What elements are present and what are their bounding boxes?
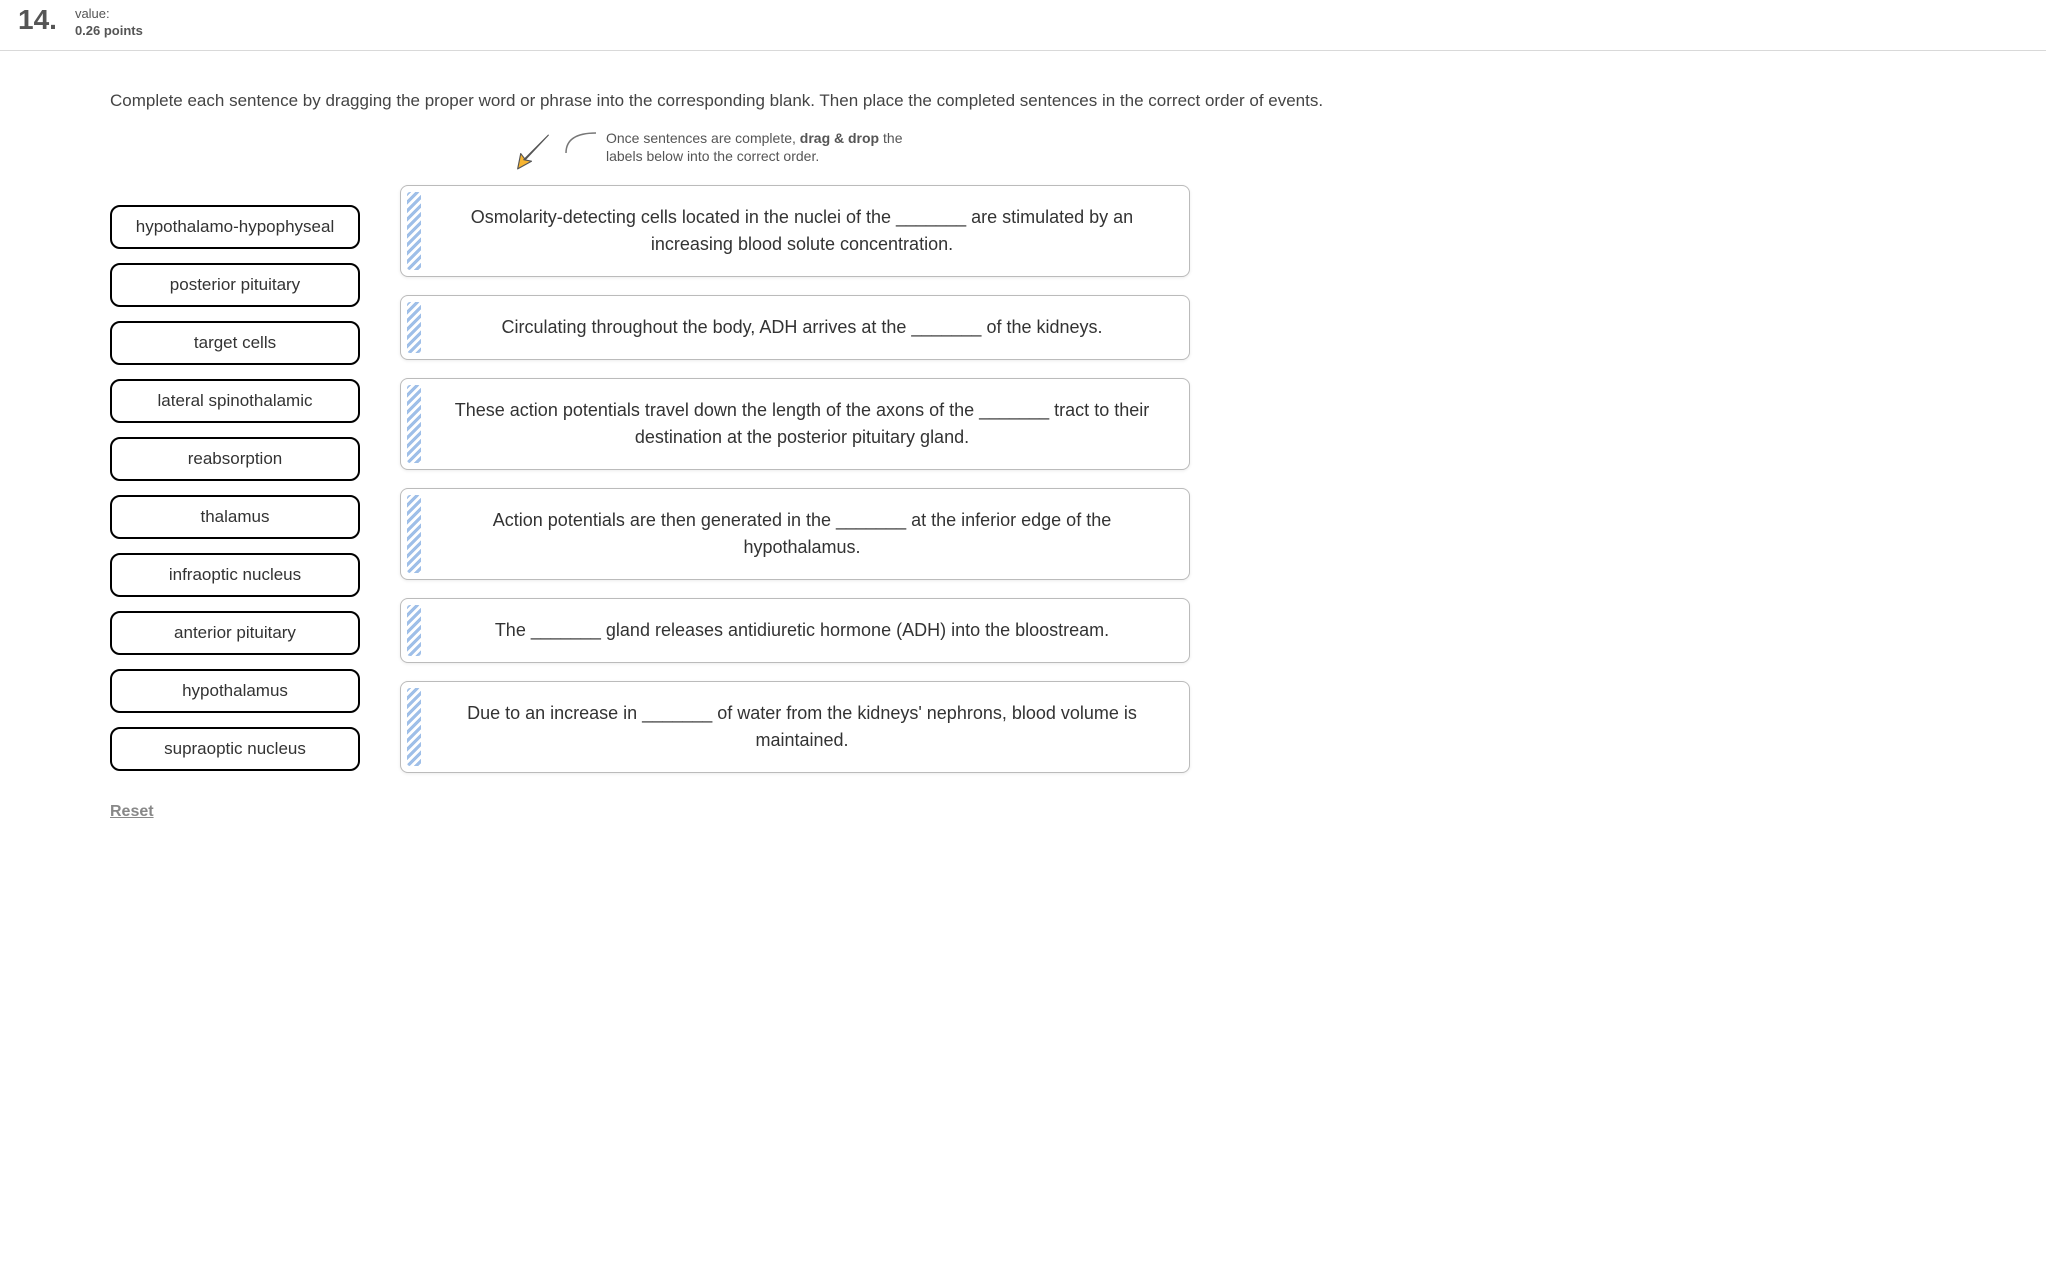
label-chip[interactable]: target cells [110,321,360,365]
sentence-text: Due to an increase in _______ of water f… [467,703,1137,750]
sentence-text: Action potentials are then generated in … [493,510,1111,557]
drag-handle-icon[interactable] [407,688,421,766]
sentence-card[interactable]: Osmolarity-detecting cells located in th… [400,185,1190,277]
label-chip[interactable]: posterior pituitary [110,263,360,307]
label-chip[interactable]: lateral spinothalamic [110,379,360,423]
label-chip[interactable]: thalamus [110,495,360,539]
reset-button[interactable]: Reset [110,803,360,821]
question-content: Complete each sentence by dragging the p… [0,51,1600,841]
value-block: value: 0.26 points [75,6,143,40]
labels-column: hypothalamo-hypophyseal posterior pituit… [110,185,360,821]
sentence-card[interactable]: Action potentials are then generated in … [400,488,1190,580]
drag-handle-icon[interactable] [407,192,421,270]
hint-bold: drag & drop [800,130,879,146]
hint-curve-icon [564,129,598,155]
hint-part1: Once sentences are complete, [606,130,796,146]
value-label: value: [75,6,143,23]
drag-handle-icon[interactable] [407,385,421,463]
sentence-text: These action potentials travel down the … [455,400,1149,447]
work-area: hypothalamo-hypophyseal posterior pituit… [110,185,1600,821]
label-chip[interactable]: hypothalamus [110,669,360,713]
sentence-card[interactable]: These action potentials travel down the … [400,378,1190,470]
hint-part3: labels below into the correct order. [606,148,819,164]
sentence-card[interactable]: Circulating throughout the body, ADH arr… [400,295,1190,360]
label-chip[interactable]: infraoptic nucleus [110,553,360,597]
question-number: 14. [18,6,57,34]
instruction-text: Complete each sentence by dragging the p… [110,91,1600,111]
points-value: 0.26 points [75,23,143,40]
sentences-column: Osmolarity-detecting cells located in th… [400,185,1190,773]
hint-row: Once sentences are complete, drag & drop… [510,129,1600,175]
drag-handle-icon[interactable] [407,302,421,353]
label-chip[interactable]: reabsorption [110,437,360,481]
hint-part2: the [883,130,902,146]
sentence-text: Osmolarity-detecting cells located in th… [471,207,1133,254]
question-header: 14. value: 0.26 points [0,0,2046,51]
sentence-card[interactable]: The _______ gland releases antidiuretic … [400,598,1190,663]
hint-text: Once sentences are complete, drag & drop… [606,129,902,165]
sentence-card[interactable]: Due to an increase in _______ of water f… [400,681,1190,773]
label-chip[interactable]: supraoptic nucleus [110,727,360,771]
drag-handle-icon[interactable] [407,605,421,656]
label-chip[interactable]: hypothalamo-hypophyseal [110,205,360,249]
sentence-text: The _______ gland releases antidiuretic … [495,620,1109,640]
drag-handle-icon[interactable] [407,495,421,573]
sentence-text: Circulating throughout the body, ADH arr… [501,317,1102,337]
label-chip[interactable]: anterior pituitary [110,611,360,655]
arrow-icon [510,129,556,175]
